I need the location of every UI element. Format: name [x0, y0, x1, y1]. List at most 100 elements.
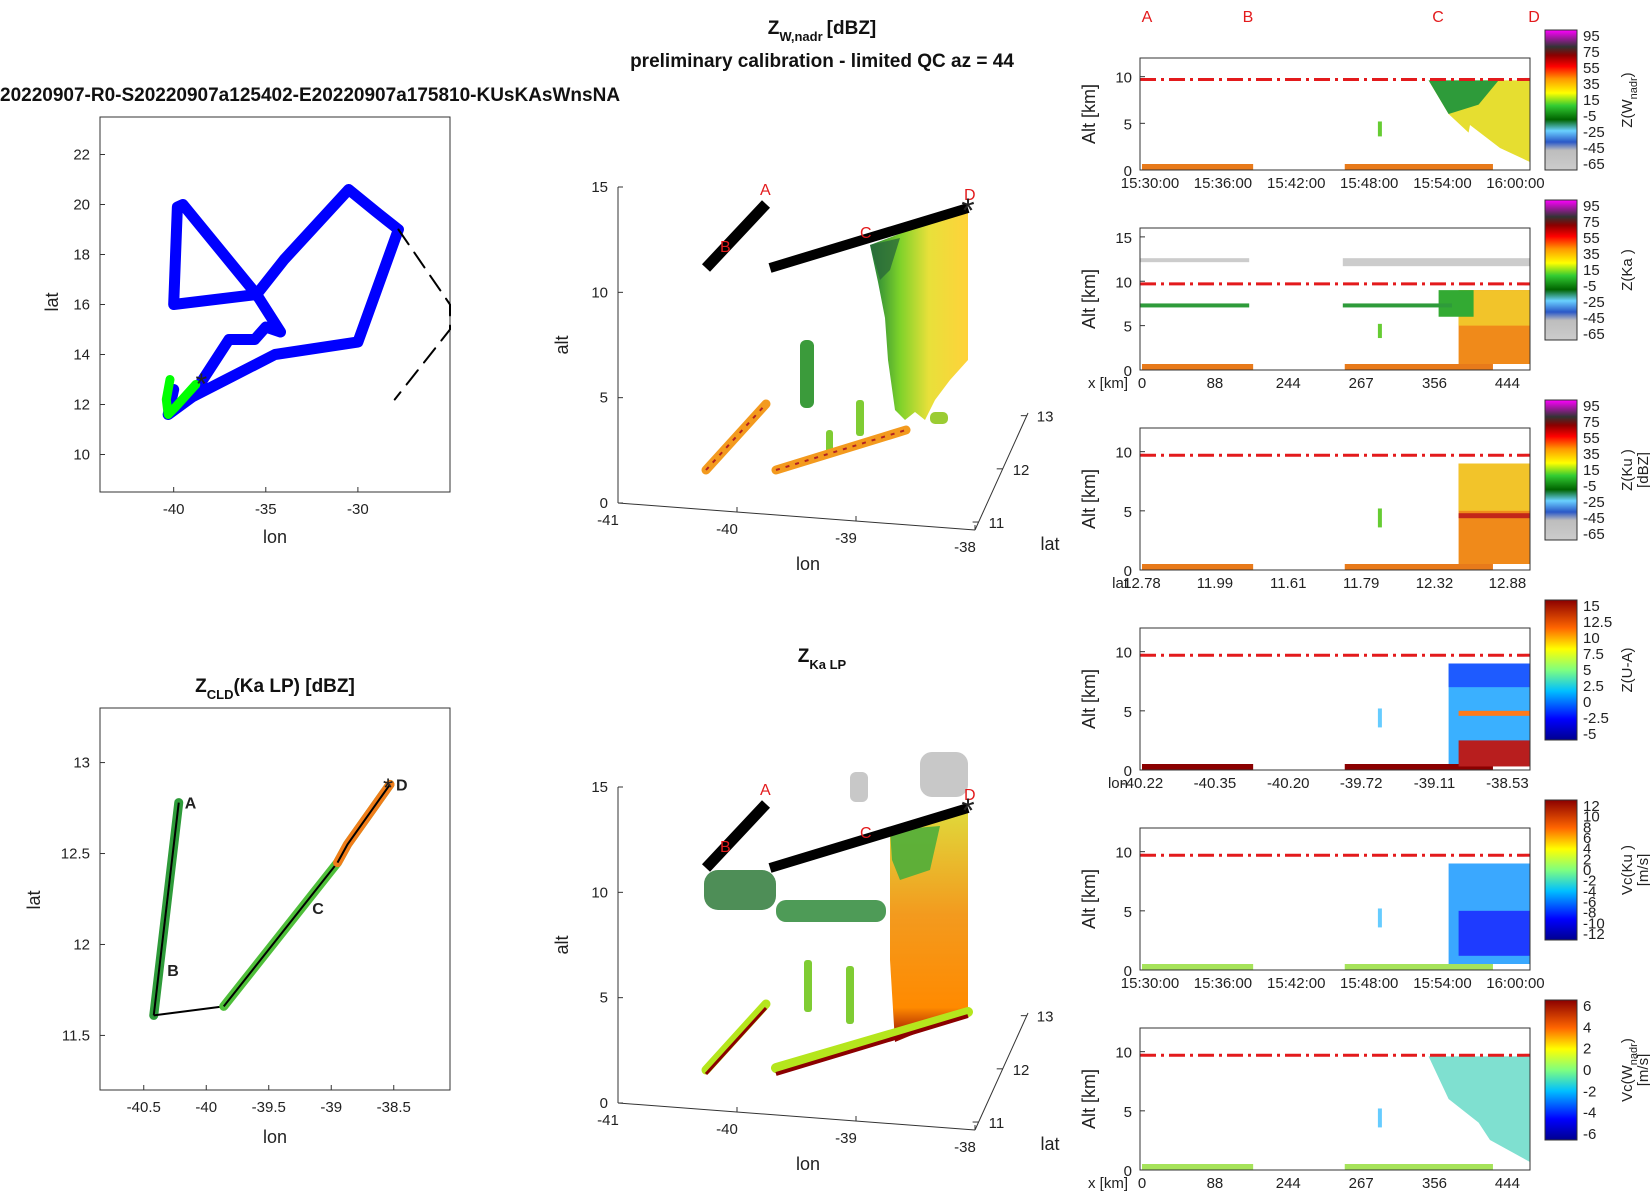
map-current-position-marker: *: [195, 368, 207, 401]
zoom-leg-track: [153, 1005, 224, 1017]
3d-wnadr-axes: [617, 187, 1029, 531]
map-xlabel: lon: [263, 527, 287, 547]
3d-alt-tick-label: 10: [591, 884, 608, 901]
y-tick-label: 11.5: [62, 1027, 90, 1044]
curtain-colorbar-tick: 7.5: [1583, 646, 1604, 663]
3d-alt-tick-label: 0: [600, 1095, 608, 1112]
3d-lon-tick-label: -39: [835, 1130, 857, 1147]
curtain-x-tick-label: 244: [1276, 375, 1301, 392]
3d-ka-axes: [617, 787, 1029, 1131]
3d-lon-tick-label: -40: [716, 1121, 738, 1138]
curtain-colorbar-tick: 15: [1583, 598, 1600, 615]
curtain-y-tick-label: 5: [1124, 319, 1132, 336]
curtain-axes-box: [1139, 427, 1531, 571]
curtain-y-tick-label: 5: [1124, 704, 1132, 721]
map-axes-box: [99, 116, 451, 493]
curtain-x-tick-label: 16:00:00: [1486, 175, 1544, 192]
curtain-x-tick-label: 11.99: [1197, 575, 1233, 592]
curtain-bright-band: [1458, 710, 1530, 716]
zoom-ylabel: lat: [24, 890, 44, 909]
y-tick-label: 20: [73, 197, 90, 214]
3d-ka-surface-ab: [701, 999, 771, 1075]
3d-ka-cloud-top: [890, 826, 940, 880]
3d-wnadr-surface-cd-core: [775, 429, 907, 471]
curtain-colorbar-tick: -65: [1583, 526, 1605, 543]
curtain-colorbar-tick: -2: [1583, 1083, 1596, 1100]
curtain-small-cloud: [1377, 708, 1382, 728]
y-tick-label: 12: [73, 397, 90, 414]
3d-waypoint-label: D: [964, 787, 976, 804]
curtain-y-tick-label: 5: [1124, 116, 1132, 133]
y-tick-label: 10: [73, 447, 90, 464]
curtain-y-tick-label: 5: [1124, 1104, 1132, 1121]
curtain-colorbar-tick: -5: [1583, 278, 1596, 295]
curtain-surface-echo: [1142, 964, 1254, 970]
curtain-colorbar-tick: -5: [1583, 108, 1596, 125]
zoom-waypoint-label: A: [185, 796, 197, 813]
curtain-y-tick-label: 0: [1124, 563, 1132, 580]
curtain-x-tick-label: 15:36:00: [1194, 975, 1252, 992]
curtain-ylabel: Alt [km]: [1079, 669, 1099, 729]
3d-ka-waypoints: A B C D*: [720, 782, 976, 856]
3d-lon-tick-label: -39: [835, 530, 857, 547]
curtain-colorbar-tick: -6: [1583, 894, 1596, 911]
curtain-x-tick-label: 15:48:00: [1340, 175, 1398, 192]
curtain-surface-echo: [1344, 564, 1493, 570]
curtain-colorbar: [1544, 599, 1578, 741]
zoom-ticks: -40.5 -40 -39.5 -39 -38.5 11.5 12 12.5 13: [61, 755, 411, 1116]
map-series: *: [161, 184, 451, 420]
curtain-colorbar-tick: 2: [1583, 851, 1591, 868]
3d-ka-title: ZKa LP: [798, 646, 847, 672]
zoom-leg-track: [152, 802, 180, 1016]
curtain-rain: [1458, 740, 1530, 767]
curtain-xrow-label: x [km]: [1088, 1175, 1128, 1192]
3d-wnadr-zlabel: lat: [1040, 534, 1059, 554]
3d-ka-small-clouds: [704, 752, 968, 1024]
3d-current-position-marker: *: [961, 192, 974, 230]
y-tick-label: 16: [73, 297, 90, 314]
map-series-line: [393, 228, 451, 401]
curtain-colorbar-tick: -45: [1583, 140, 1605, 157]
curtain-surface-echo: [1344, 164, 1493, 170]
curtain-x-tick-label: 244: [1276, 1175, 1301, 1192]
map-ticks: -40 -35 -30 10 12 14 16 18 20 22: [73, 147, 368, 519]
curtain-waypoint-label: D: [1528, 9, 1540, 26]
curtain-colorbar-tick: -45: [1583, 510, 1605, 527]
curtain-axes-box: [1139, 227, 1531, 371]
curtain-x-tick-label: 15:36:00: [1194, 175, 1252, 192]
curtain-colorbar-label: Z(Ku ): [1619, 449, 1636, 491]
curtain-colorbar: [1544, 29, 1578, 171]
curtain-colorbar-tick: -25: [1583, 494, 1605, 511]
curtain-xrow-label: lon: [1108, 775, 1128, 792]
3d-lon-tick-label: -38: [954, 1139, 976, 1156]
curtain-cloud-upper: [1458, 463, 1530, 511]
curtain-colorbar-tick: 4: [1583, 1019, 1591, 1036]
curtain-xrow-label: x [km]: [1088, 375, 1128, 392]
curtain-x-tick-label: 15:54:00: [1413, 975, 1471, 992]
curtain-panel: 0 5 10 Alt [km] 15:30:00 15:36:00 15:42:00 15:4…: [1079, 28, 1640, 192]
curtain-cloud-edge: [1428, 80, 1499, 114]
3d-wnadr-small-clouds: [800, 340, 948, 454]
curtain-panel: 0 5 10 Alt [km] 15:30:00 15:36:00 15:42:00 15:4…: [1079, 798, 1650, 992]
curtain-y-tick-label: 0: [1124, 763, 1132, 780]
curtain-x-tick-label: 15:30:00: [1121, 175, 1179, 192]
curtain-colorbar-tick: -5: [1583, 726, 1596, 743]
3d-lon-tick-label: -41: [597, 1112, 619, 1129]
curtain-colorbar-tick: 8: [1583, 819, 1591, 836]
map-series-line: [162, 184, 404, 420]
curtain-colorbar: [1544, 199, 1578, 341]
curtain-axes-box: [1139, 1027, 1531, 1171]
curtain-colorbar-tick: -65: [1583, 156, 1605, 173]
3d-ka-zlabel: lat: [1040, 1134, 1059, 1154]
3d-lat-tick-label: 13: [1037, 409, 1054, 426]
x-tick-label: -30: [347, 501, 369, 518]
3d-alt-tick-label: 15: [591, 179, 608, 196]
curtain-ylabel: Alt [km]: [1079, 469, 1099, 529]
curtain-x-tick-label: 0: [1138, 375, 1146, 392]
curtain-colorbar-tick: 0: [1583, 694, 1591, 711]
3d-lat-tick-label: 13: [1037, 1009, 1054, 1026]
curtain-colorbar-tick: 6: [1583, 998, 1591, 1015]
curtain-x-tick-label: -40.20: [1267, 775, 1310, 792]
curtain-colorbar-tick: 75: [1583, 214, 1600, 231]
